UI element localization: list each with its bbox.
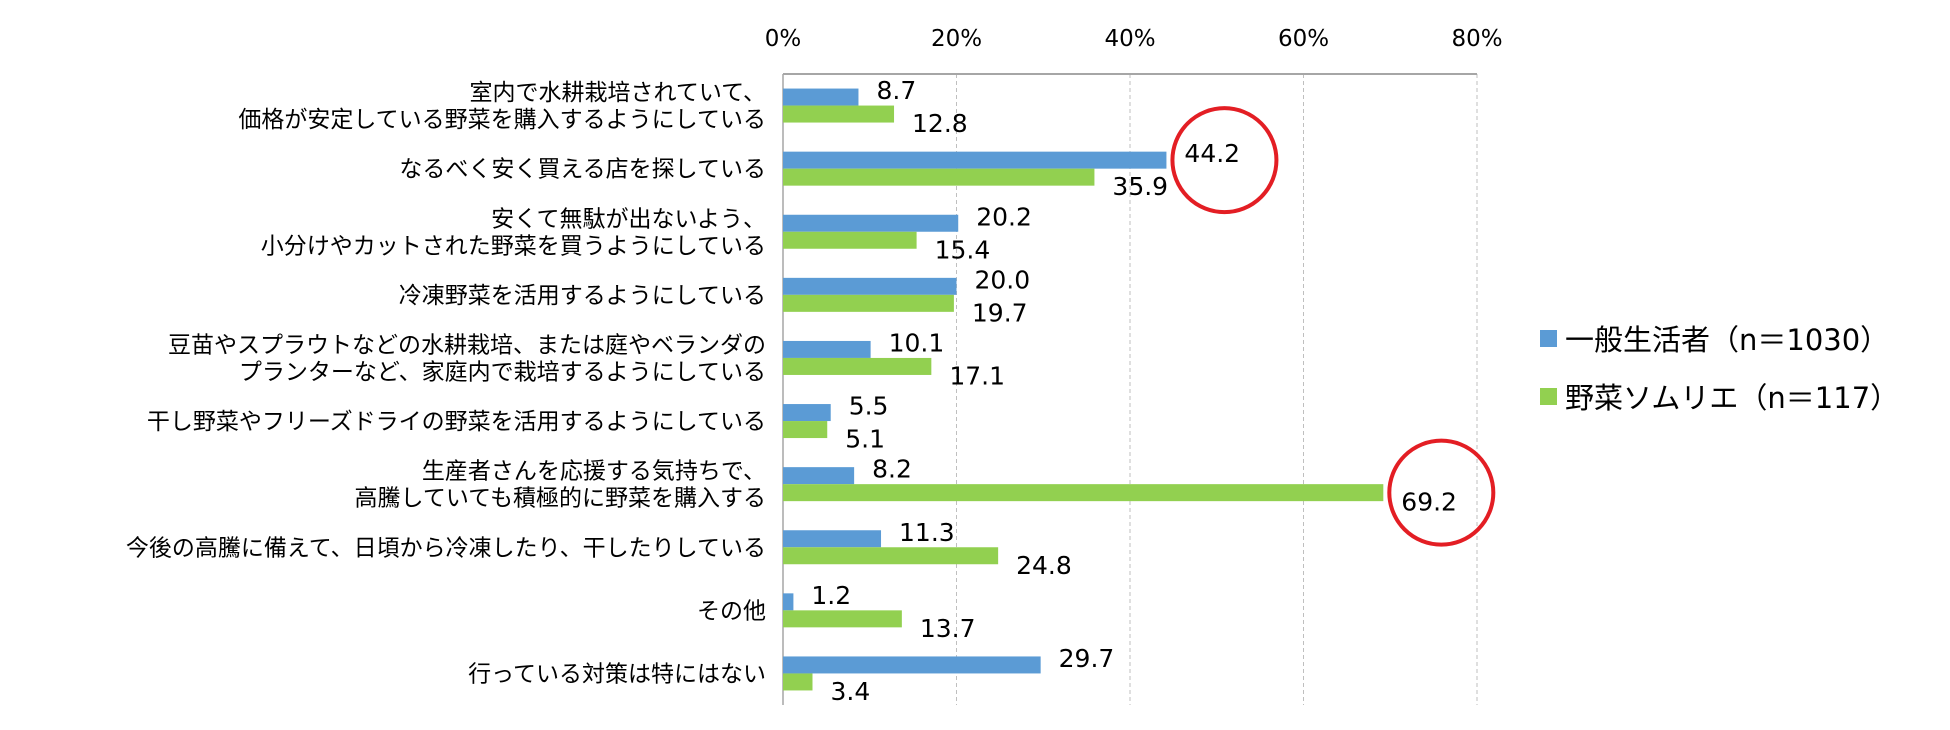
bar-general bbox=[783, 151, 1167, 169]
bar-sommelier bbox=[783, 484, 1384, 502]
data-label-general: 44.2 bbox=[1184, 139, 1240, 168]
bar-sommelier bbox=[783, 610, 902, 628]
data-label-sommelier: 19.7 bbox=[972, 298, 1028, 327]
data-label-sommelier: 24.8 bbox=[1016, 551, 1072, 580]
bar-sommelier bbox=[783, 547, 999, 565]
bar-sommelier bbox=[783, 231, 917, 249]
x-tick-label: 40% bbox=[1104, 26, 1155, 52]
data-label-general: 20.0 bbox=[975, 265, 1031, 294]
bar-chart: 0% 20% 40% 60% 80% 室内で水耕栽培されていて、価格が安定している野菜を購… bbox=[126, 26, 1503, 706]
data-label-general: 10.1 bbox=[889, 328, 945, 357]
category-label: 今後の高騰に備えて、日頃から冷凍したり、干したりしている bbox=[126, 535, 766, 561]
legend: 一般生活者（n＝1030） 野菜ソムリエ（n＝117） bbox=[1540, 315, 1899, 431]
bar-general bbox=[783, 530, 882, 548]
category-label: 高騰していても積極的に野菜を購入する bbox=[355, 486, 766, 512]
bar-sommelier bbox=[783, 168, 1095, 186]
category-label: 生産者さんを応援する気持ちで、 bbox=[422, 459, 766, 485]
data-label-general: 8.2 bbox=[872, 455, 912, 484]
bar-general bbox=[783, 656, 1041, 674]
legend-swatch-general bbox=[1540, 329, 1557, 347]
data-label-sommelier: 15.4 bbox=[935, 235, 991, 264]
highlight-circle bbox=[1387, 438, 1496, 547]
category-label: 安くて無駄が出ないよう、 bbox=[491, 206, 766, 232]
data-label-general: 8.7 bbox=[876, 76, 916, 105]
category-label: 小分けやカットされた野菜を買うようにしている bbox=[261, 233, 766, 259]
category-label: 冷凍野菜を活用するようにしている bbox=[399, 283, 766, 309]
data-label-general: 29.7 bbox=[1059, 644, 1115, 673]
bar-sommelier bbox=[783, 421, 828, 439]
highlight-circle bbox=[1170, 106, 1279, 215]
category-label: プランターなど、家庭内で栽培するようにしている bbox=[239, 359, 766, 385]
category-label: なるべく安く買える店を探している bbox=[399, 157, 766, 183]
bar-general bbox=[783, 88, 859, 106]
bar-sommelier bbox=[783, 673, 813, 691]
x-tick-label: 60% bbox=[1278, 26, 1329, 52]
bar-sommelier bbox=[783, 105, 895, 123]
category-label: 豆苗やスプラウトなどの水耕栽培、または庭やベランダの bbox=[168, 332, 766, 358]
category-label: 行っている対策は特にはない bbox=[468, 661, 766, 687]
data-label-sommelier: 5.1 bbox=[845, 425, 885, 454]
x-tick-label: 20% bbox=[931, 26, 982, 52]
category-label: 室内で水耕栽培されていて、 bbox=[470, 80, 766, 106]
bar-sommelier bbox=[783, 357, 932, 375]
data-label-sommelier: 13.7 bbox=[920, 614, 976, 643]
bar-sommelier bbox=[783, 294, 954, 312]
data-label-sommelier: 35.9 bbox=[1112, 172, 1168, 201]
legend-item-sommelier: 野菜ソムリエ（n＝117） bbox=[1540, 373, 1899, 419]
category-label: 価格が安定している野菜を購入するようにしている bbox=[238, 107, 766, 133]
data-label-sommelier: 12.8 bbox=[912, 109, 968, 138]
data-label-general: 11.3 bbox=[899, 518, 955, 547]
x-tick-label: 80% bbox=[1451, 26, 1502, 52]
legend-label-sommelier: 野菜ソムリエ（n＝117） bbox=[1565, 381, 1900, 415]
legend-label-general: 一般生活者（n＝1030） bbox=[1565, 323, 1890, 357]
data-label-general: 20.2 bbox=[976, 202, 1032, 231]
legend-item-general: 一般生活者（n＝1030） bbox=[1540, 315, 1899, 361]
bar-general bbox=[783, 340, 871, 358]
bar-general bbox=[783, 214, 959, 232]
data-label-sommelier: 17.1 bbox=[949, 361, 1005, 390]
bar-general bbox=[783, 593, 794, 611]
bar-general bbox=[783, 467, 855, 485]
data-label-sommelier: 69.2 bbox=[1401, 488, 1457, 517]
x-tick-label: 0% bbox=[765, 26, 802, 52]
category-label: 干し野菜やフリーズドライの野菜を活用するようにしている bbox=[147, 409, 766, 435]
data-label-general: 5.5 bbox=[849, 392, 889, 421]
data-label-general: 1.2 bbox=[811, 581, 851, 610]
category-label: その他 bbox=[697, 598, 766, 624]
bar-general bbox=[783, 277, 957, 295]
data-label-sommelier: 3.4 bbox=[830, 677, 870, 706]
bar-general bbox=[783, 404, 831, 422]
legend-swatch-sommelier bbox=[1540, 387, 1557, 405]
